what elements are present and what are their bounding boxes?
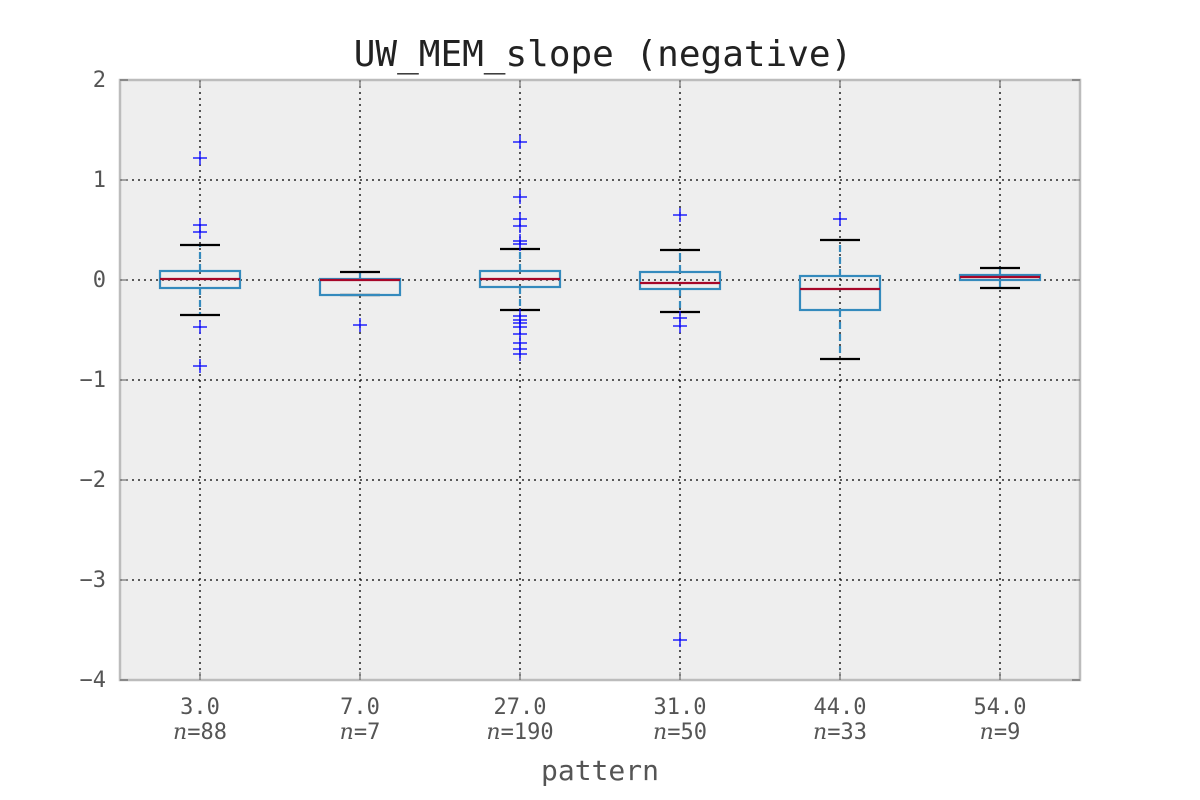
box-group-7.0: [318, 270, 402, 332]
x-tick-label: 3.0: [180, 695, 220, 720]
count-value: =9: [994, 720, 1021, 745]
flier-point: [353, 318, 367, 332]
x-tick-label: 31.0: [654, 695, 707, 720]
x-tick-count: n=190: [486, 720, 553, 745]
y-tick-label: 2: [93, 68, 106, 93]
flier-point: [513, 135, 527, 149]
flier-point: [513, 347, 527, 361]
count-value: =50: [667, 720, 707, 745]
x-tick-label: 27.0: [494, 695, 547, 720]
y-tick-label: 1: [93, 168, 106, 193]
y-tick-label: −4: [80, 668, 107, 693]
flier-point: [193, 359, 207, 373]
x-tick-count: n=88: [173, 720, 227, 745]
box-layer: [158, 135, 1042, 647]
count-value: =88: [187, 720, 227, 745]
x-tick-count: n=33: [813, 720, 867, 745]
count-prefix: n: [813, 720, 827, 745]
tick-layer: −4−3−2−10123.0n=887.0n=727.0n=19031.0n=5…: [80, 68, 1080, 745]
y-tick-label: −3: [80, 568, 107, 593]
box-group-3.0: [158, 151, 242, 373]
flier-point: [833, 212, 847, 226]
flier-point: [193, 320, 207, 334]
y-tick-label: −1: [80, 368, 107, 393]
x-tick-label: 54.0: [974, 695, 1027, 720]
flier-point: [673, 633, 687, 647]
iqr-box: [638, 270, 722, 291]
count-value: =190: [501, 720, 554, 745]
count-prefix: n: [486, 720, 500, 745]
box-group-44.0: [798, 212, 882, 361]
box-group-31.0: [638, 208, 722, 647]
count-prefix: n: [340, 720, 354, 745]
flier-point: [193, 225, 207, 239]
flier-point: [513, 237, 527, 251]
box-group-27.0: [478, 135, 562, 361]
count-prefix: n: [173, 720, 187, 745]
x-tick-count: n=50: [653, 720, 707, 745]
flier-point: [673, 319, 687, 333]
iqr-box: [798, 274, 882, 312]
flier-point: [513, 190, 527, 204]
flier-point: [193, 151, 207, 165]
count-prefix: n: [980, 720, 994, 745]
x-tick-label: 44.0: [814, 695, 867, 720]
count-value: =33: [827, 720, 867, 745]
x-tick-count: n=7: [340, 720, 381, 745]
count-prefix: n: [653, 720, 667, 745]
x-tick-count: n=9: [980, 720, 1021, 745]
x-tick-label: 7.0: [340, 695, 380, 720]
y-tick-label: 0: [93, 268, 106, 293]
box-group-54.0: [958, 266, 1042, 290]
x-axis-label: pattern: [541, 754, 659, 787]
flier-point: [513, 219, 527, 233]
count-value: =7: [354, 720, 381, 745]
y-tick-label: −2: [80, 468, 107, 493]
chart-title: UW_MEM_slope (negative): [354, 34, 853, 75]
flier-point: [673, 208, 687, 222]
